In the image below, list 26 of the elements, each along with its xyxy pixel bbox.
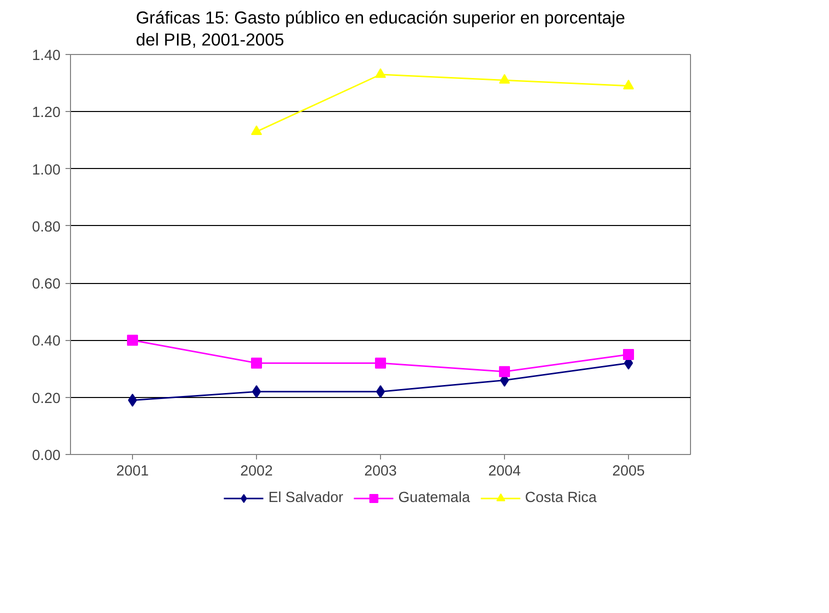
x-tick-label: 2002	[240, 464, 273, 480]
y-tick-label: 0.00	[32, 448, 61, 464]
point	[499, 366, 510, 378]
point	[251, 125, 262, 136]
y-tick-label: 0.80	[32, 219, 61, 236]
chart-title: Gráficas 15: Gasto público en educación superior en porcentaje del PIB, 2001-2005	[136, 8, 626, 50]
y-tick-label: 0.40	[32, 334, 61, 350]
point	[623, 80, 634, 90]
point	[499, 74, 510, 84]
point	[375, 68, 386, 78]
point	[251, 358, 262, 369]
y-tick-label: 1.00	[32, 162, 61, 178]
legend-label: El Salvador	[268, 490, 344, 506]
legend-label: Guatemala	[398, 490, 470, 506]
y-tick-label: 0.60	[32, 276, 61, 293]
legend-label: Costa Rica	[524, 490, 597, 506]
x-tick-label: 2005	[612, 464, 645, 480]
y-tick-label: 1.20	[32, 105, 61, 122]
x-tick-label: 2001	[116, 464, 149, 480]
x-tick-label: 2003	[364, 464, 397, 480]
point	[375, 358, 386, 369]
point	[623, 349, 634, 360]
point	[127, 334, 138, 346]
x-tick-label: 2004	[488, 464, 521, 480]
y-tick-label: 0.20	[32, 390, 61, 407]
y-tick-label: 1.40	[32, 48, 61, 64]
